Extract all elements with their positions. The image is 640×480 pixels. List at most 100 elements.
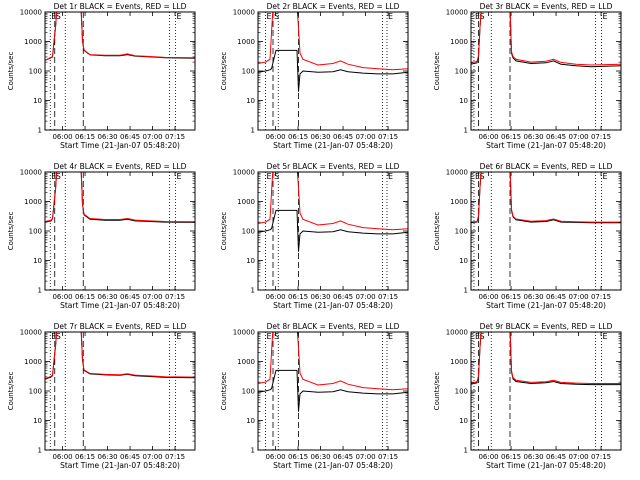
time-marker-label: E xyxy=(603,332,608,341)
x-tick-label: 07:15 xyxy=(591,453,611,461)
time-marker-label: S xyxy=(274,12,279,21)
chart-title: Det 4r BLACK = Events, RED = LLD xyxy=(54,162,187,171)
x-tick-label: 07:00 xyxy=(142,453,162,461)
y-tick-label: 1 xyxy=(38,287,42,295)
time-marker-label: S xyxy=(56,12,61,21)
x-tick-label: 07:00 xyxy=(142,293,162,301)
time-marker-label: E xyxy=(267,172,272,181)
time-marker-label: E xyxy=(475,332,480,341)
x-tick-label: 06:15 xyxy=(288,453,308,461)
series-line-lld xyxy=(45,332,195,380)
y-tick-label: 1000 xyxy=(450,38,468,46)
series-line-lld xyxy=(258,172,408,231)
x-tick-label: 06:30 xyxy=(310,133,330,141)
x-tick-label: 06:15 xyxy=(501,133,521,141)
y-tick-label: 100 xyxy=(242,68,255,76)
series-line-events xyxy=(45,172,195,223)
time-marker-label: E xyxy=(603,172,608,181)
x-tick-label: 06:30 xyxy=(523,133,543,141)
x-tick-label: 06:30 xyxy=(523,453,543,461)
time-marker-label: E xyxy=(388,12,393,21)
y-tick-label: 10000 xyxy=(233,169,255,177)
x-tick-label: 06:00 xyxy=(478,453,498,461)
y-axis-label: Counts/sec xyxy=(433,212,441,251)
x-axis-label: Start Time (21-Jan-07 05:48:20) xyxy=(273,461,393,470)
y-tick-label: 1000 xyxy=(24,38,42,46)
x-tick-label: 07:15 xyxy=(378,293,398,301)
x-tick-label: 06:45 xyxy=(333,293,353,301)
y-tick-label: 1 xyxy=(38,127,42,135)
series-line-events xyxy=(258,49,408,92)
series-line-events xyxy=(471,172,621,224)
time-marker-label: E xyxy=(177,172,182,181)
chart-title: Det 1r BLACK = Events, RED = LLD xyxy=(54,2,187,11)
x-axis-label: Start Time (21-Jan-07 05:48:20) xyxy=(486,301,606,310)
x-tick-label: 06:45 xyxy=(333,453,353,461)
y-axis-label: Counts/sec xyxy=(7,52,15,91)
chart-title: Det 9r BLACK = Events, RED = LLD xyxy=(480,322,613,331)
series-line-lld xyxy=(471,332,621,384)
y-tick-label: 10000 xyxy=(20,329,42,337)
y-tick-label: 100 xyxy=(242,228,255,236)
x-tick-label: 06:00 xyxy=(265,293,285,301)
y-tick-label: 10000 xyxy=(233,329,255,337)
x-tick-label: 07:00 xyxy=(568,133,588,141)
y-tick-label: 1 xyxy=(251,447,255,455)
y-tick-label: 10 xyxy=(33,97,42,105)
time-marker-label: E xyxy=(177,12,182,21)
time-marker-label: E xyxy=(267,12,272,21)
series-line-lld xyxy=(471,12,621,66)
time-marker-label: S xyxy=(56,172,61,181)
time-marker-label: S xyxy=(56,332,61,341)
y-tick-label: 100 xyxy=(455,228,468,236)
x-tick-label: 07:00 xyxy=(355,453,375,461)
x-tick-label: 06:15 xyxy=(75,453,95,461)
x-tick-label: 06:15 xyxy=(501,293,521,301)
y-tick-label: 100 xyxy=(29,388,42,396)
y-tick-label: 1000 xyxy=(24,198,42,206)
x-tick-label: 06:30 xyxy=(310,453,330,461)
plot-frame xyxy=(470,11,622,131)
y-axis-label: Counts/sec xyxy=(220,52,228,91)
x-tick-label: 06:00 xyxy=(265,133,285,141)
chart-title: Det 5r BLACK = Events, RED = LLD xyxy=(267,162,400,171)
x-tick-label: 06:15 xyxy=(288,133,308,141)
y-tick-label: 1 xyxy=(251,287,255,295)
x-tick-label: 06:00 xyxy=(265,453,285,461)
y-tick-label: 10 xyxy=(33,257,42,265)
y-tick-label: 10 xyxy=(459,257,468,265)
x-axis-label: Start Time (21-Jan-07 05:48:20) xyxy=(60,301,180,310)
time-marker-label: S xyxy=(480,332,485,341)
x-tick-label: 07:15 xyxy=(165,293,185,301)
x-tick-label: 07:00 xyxy=(568,453,588,461)
time-marker-label: E xyxy=(388,172,393,181)
y-tick-label: 10000 xyxy=(233,9,255,17)
y-tick-label: 10000 xyxy=(20,169,42,177)
chart-title: Det 8r BLACK = Events, RED = LLD xyxy=(267,322,400,331)
series-line-events xyxy=(258,369,408,412)
time-marker-label: E xyxy=(475,172,480,181)
x-tick-label: 07:00 xyxy=(355,293,375,301)
series-line-lld xyxy=(45,12,195,61)
x-tick-label: 06:45 xyxy=(546,453,566,461)
x-tick-label: 07:15 xyxy=(378,133,398,141)
y-tick-label: 1000 xyxy=(450,198,468,206)
x-axis-label: Start Time (21-Jan-07 05:48:20) xyxy=(273,301,393,310)
x-tick-label: 06:15 xyxy=(288,293,308,301)
x-tick-label: 07:15 xyxy=(165,133,185,141)
series-line-events xyxy=(471,332,621,386)
y-tick-label: 1000 xyxy=(450,358,468,366)
y-tick-label: 10000 xyxy=(20,9,42,17)
x-tick-label: 06:45 xyxy=(120,293,140,301)
plot-frame xyxy=(44,171,196,291)
time-marker-label: E xyxy=(51,172,56,181)
y-tick-label: 100 xyxy=(455,388,468,396)
series-line-events xyxy=(471,12,621,68)
y-tick-label: 1000 xyxy=(237,38,255,46)
x-tick-label: 06:00 xyxy=(478,133,498,141)
